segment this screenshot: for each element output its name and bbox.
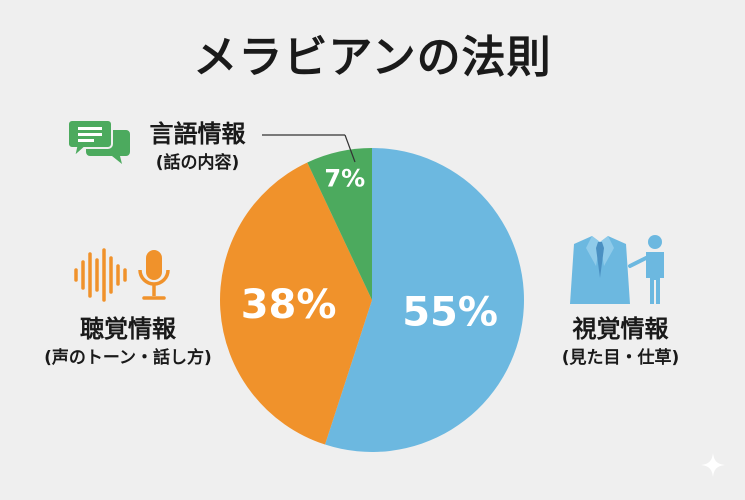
sound-wave-microphone-icon [74,248,170,302]
label-auditory: 聴覚情報 (声のトーン・話し方) [28,315,228,368]
chat-bubbles-icon [68,119,130,164]
label-visual-title: 視覚情報 [572,315,669,343]
label-auditory-title: 聴覚情報 [80,315,176,343]
pie-slice-auditory [220,162,372,445]
label-verbal: 言語情報 (話の内容) [135,120,260,173]
pie-slice-visual [325,148,525,453]
verbal-leader-line-2 [344,134,356,163]
pie-slice-verbal [307,148,372,300]
label-visual: 視覚情報 (見た目・仕草) [548,315,693,368]
label-visual-sub: (見た目・仕草) [561,347,680,368]
value-label-verbal: 7% [324,164,365,192]
label-verbal-title: 言語情報 [149,120,246,148]
sparkle-icon [701,453,725,477]
suit-presenter-icon [570,235,664,304]
chart-title: メラビアンの法則 [193,32,552,83]
label-auditory-sub: (声のトーン・話し方) [44,347,212,368]
label-verbal-sub: (話の内容) [155,152,240,173]
value-label-visual: 55% [402,289,498,335]
value-label-auditory: 38% [241,282,337,328]
